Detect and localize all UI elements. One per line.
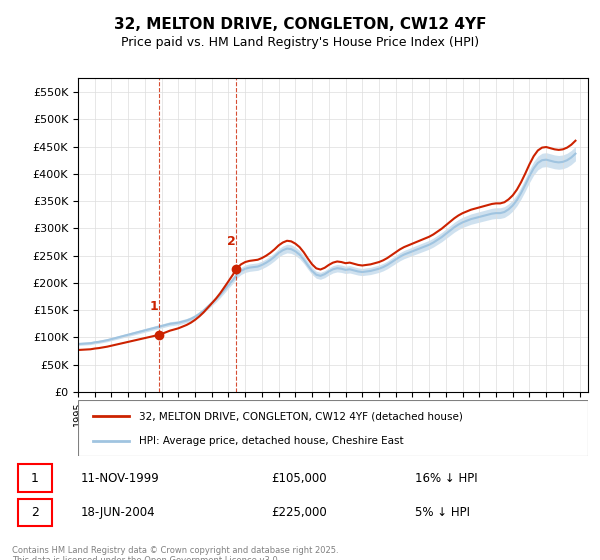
- Text: 5% ↓ HPI: 5% ↓ HPI: [415, 506, 470, 519]
- FancyBboxPatch shape: [18, 498, 52, 526]
- Text: 1: 1: [31, 472, 39, 484]
- Text: Contains HM Land Registry data © Crown copyright and database right 2025.
This d: Contains HM Land Registry data © Crown c…: [12, 546, 338, 560]
- Text: 16% ↓ HPI: 16% ↓ HPI: [415, 472, 478, 484]
- Text: Price paid vs. HM Land Registry's House Price Index (HPI): Price paid vs. HM Land Registry's House …: [121, 36, 479, 49]
- Text: £225,000: £225,000: [271, 506, 327, 519]
- Text: 32, MELTON DRIVE, CONGLETON, CW12 4YF: 32, MELTON DRIVE, CONGLETON, CW12 4YF: [114, 17, 486, 32]
- FancyBboxPatch shape: [78, 400, 588, 456]
- Text: 18-JUN-2004: 18-JUN-2004: [81, 506, 156, 519]
- FancyBboxPatch shape: [18, 464, 52, 492]
- Text: 2: 2: [227, 235, 236, 248]
- Text: 32, MELTON DRIVE, CONGLETON, CW12 4YF (detached house): 32, MELTON DRIVE, CONGLETON, CW12 4YF (d…: [139, 411, 463, 421]
- Text: 11-NOV-1999: 11-NOV-1999: [81, 472, 160, 484]
- Text: 1: 1: [150, 300, 159, 313]
- Text: 2: 2: [31, 506, 39, 519]
- Text: £105,000: £105,000: [271, 472, 327, 484]
- Text: HPI: Average price, detached house, Cheshire East: HPI: Average price, detached house, Ches…: [139, 436, 404, 446]
